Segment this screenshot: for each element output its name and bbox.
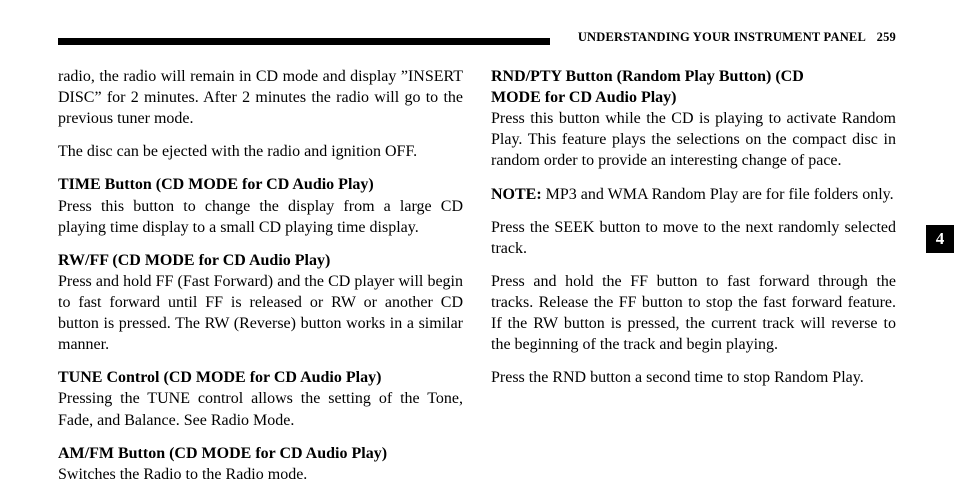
section-body: Press this button while the CD is playin… — [491, 110, 896, 169]
note-label: NOTE: — [491, 186, 542, 203]
section-block: AM/FM Button (CD MODE for CD Audio Play)… — [58, 443, 463, 485]
section-block: RW/FF (CD MODE for CD Audio Play) Press … — [58, 250, 463, 356]
header-rule — [58, 38, 550, 45]
body-paragraph: Press and hold the FF button to fast for… — [491, 271, 896, 355]
section-heading: TUNE Control (CD MODE for CD Audio Play) — [58, 369, 381, 386]
page-header: UNDERSTANDING YOUR INSTRUMENT PANEL 259 — [58, 30, 896, 52]
section-block: RND/PTY Button (Random Play Button) (CD … — [491, 66, 896, 172]
note-paragraph: NOTE: MP3 and WMA Random Play are for fi… — [491, 184, 896, 205]
section-heading: RW/FF (CD MODE for CD Audio Play) — [58, 252, 330, 269]
section-tab: 4 — [926, 225, 954, 253]
section-body: Pressing the TUNE control allows the set… — [58, 390, 463, 428]
right-column: RND/PTY Button (Random Play Button) (CD … — [491, 66, 896, 485]
header-text: UNDERSTANDING YOUR INSTRUMENT PANEL 259 — [578, 30, 896, 45]
section-body: Press this button to change the display … — [58, 198, 463, 236]
header-page-number: 259 — [877, 30, 896, 44]
body-paragraph: Press the RND button a second time to st… — [491, 367, 896, 388]
section-body: Switches the Radio to the Radio mode. — [58, 466, 307, 483]
left-column: radio, the radio will remain in CD mode … — [58, 66, 463, 485]
body-paragraph: The disc can be ejected with the radio a… — [58, 141, 463, 162]
section-block: TIME Button (CD MODE for CD Audio Play) … — [58, 174, 463, 237]
section-body: Press and hold FF (Fast Forward) and the… — [58, 273, 463, 353]
section-heading: AM/FM Button (CD MODE for CD Audio Play) — [58, 445, 387, 462]
header-title: UNDERSTANDING YOUR INSTRUMENT PANEL — [578, 30, 865, 44]
body-paragraph: radio, the radio will remain in CD mode … — [58, 66, 463, 129]
content-columns: radio, the radio will remain in CD mode … — [58, 66, 896, 485]
manual-page: UNDERSTANDING YOUR INSTRUMENT PANEL 259 … — [0, 0, 954, 500]
body-paragraph: Press the SEEK button to move to the nex… — [491, 217, 896, 259]
section-heading: TIME Button (CD MODE for CD Audio Play) — [58, 176, 374, 193]
note-body: MP3 and WMA Random Play are for file fol… — [542, 186, 894, 203]
section-tab-number: 4 — [936, 229, 945, 249]
section-block: TUNE Control (CD MODE for CD Audio Play)… — [58, 367, 463, 430]
section-heading: MODE for CD Audio Play) — [491, 89, 676, 106]
section-heading: RND/PTY Button (Random Play Button) (CD — [491, 68, 804, 85]
